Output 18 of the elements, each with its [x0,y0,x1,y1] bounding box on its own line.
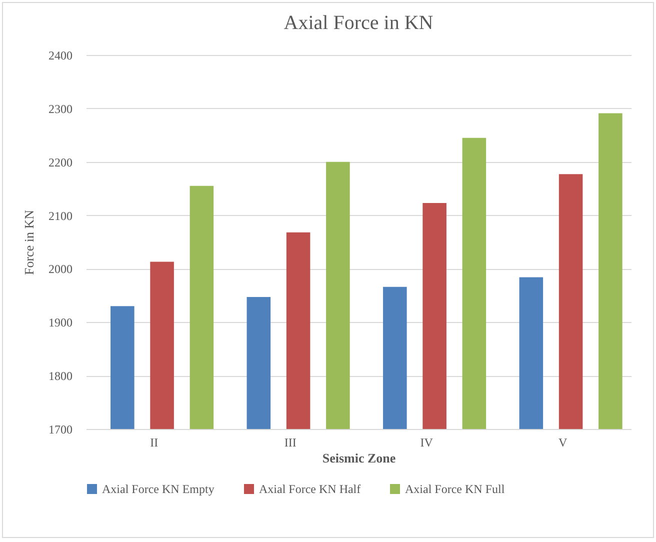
y-tick-label: 2100 [48,208,72,223]
y-tick-label: 2000 [48,262,72,276]
legend-label: Axial Force KN Full [405,482,506,496]
x-tick-label: II [150,436,158,450]
x-tick-label: V [558,436,568,450]
legend-label: Axial Force KN Half [259,482,361,496]
legend-label: Axial Force KN Empty [102,482,214,496]
y-axis-title: Force in KN [22,209,36,275]
y-tick-label: 2200 [48,155,72,170]
x-tick-label: IV [420,436,434,450]
y-tick-label: 2400 [48,48,72,62]
y-tick-label: 2300 [48,102,72,116]
chart-title: Axial Force in KN [284,12,434,34]
y-tick-label: 1900 [48,316,72,330]
x-tick-label: III [284,436,296,450]
y-tick-label: 1700 [48,422,72,436]
y-tick-label: 1800 [48,369,72,384]
x-axis-title: Seismic Zone [322,450,396,466]
